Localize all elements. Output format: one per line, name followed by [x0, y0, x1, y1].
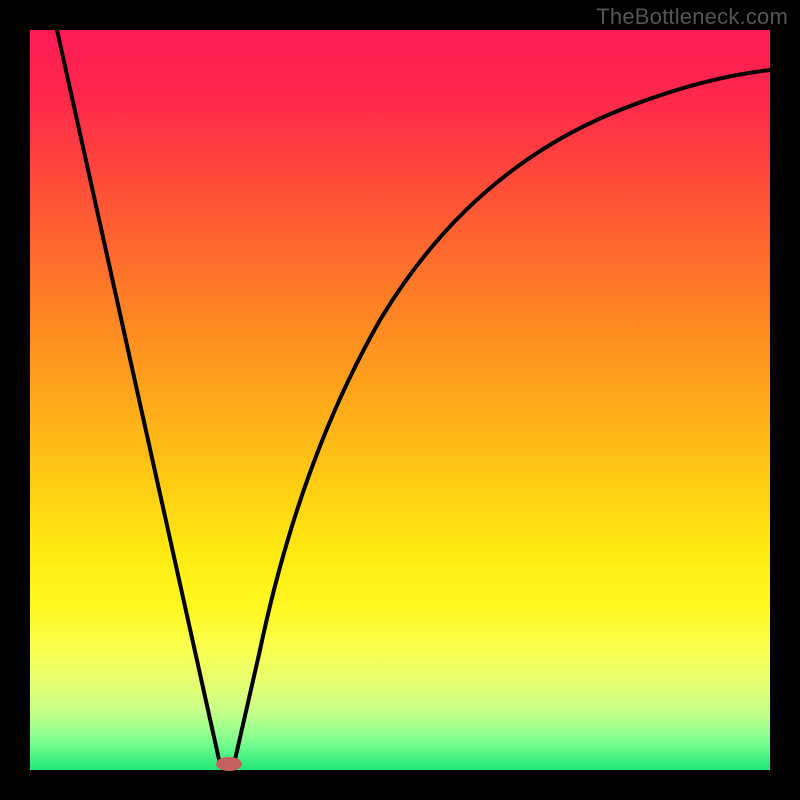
curve-layer [0, 0, 800, 800]
min-point-marker [216, 757, 242, 771]
chart-container: TheBottleneck.com [0, 0, 800, 800]
curve-right-segment [234, 70, 770, 764]
curve-left-segment [57, 30, 220, 764]
